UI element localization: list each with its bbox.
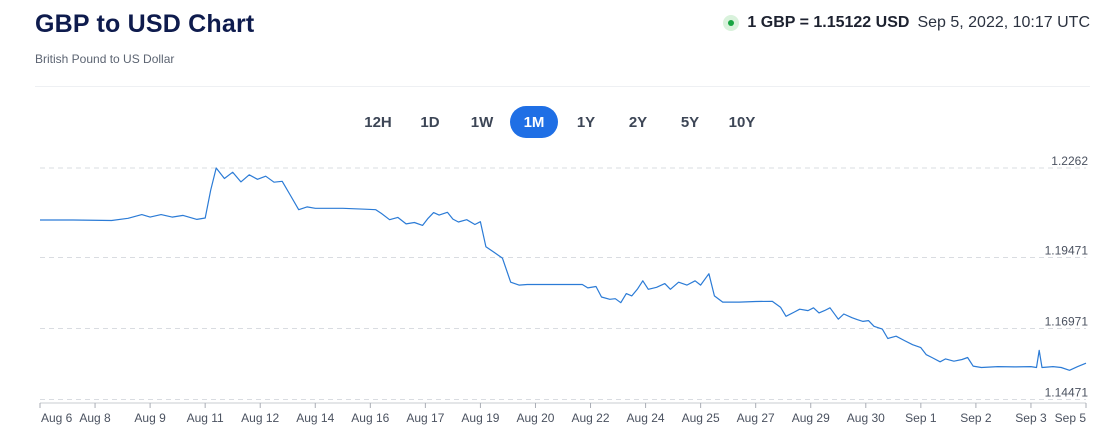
x-tick-label: Aug 24 [627,411,665,425]
x-tick-label: Aug 6 [41,411,73,425]
x-tick-label: Aug 20 [516,411,554,425]
x-tick-label: Sep 5 [1055,411,1087,425]
series-line[interactable] [40,167,1087,371]
live-status-icon [723,15,740,31]
y-tick-label: 1.19471 [1045,243,1089,257]
x-tick-label: Aug 12 [241,411,279,425]
y-tick-label: 1.2262 [1051,154,1088,168]
x-tick-label: Aug 11 [187,411,224,425]
page-title: GBP to USD Chart [35,10,255,38]
range-button-1w[interactable]: 1W [458,106,506,138]
rate-timestamp: Sep 5, 2022, 10:17 UTC [917,14,1090,31]
y-tick-label: 1.16971 [1045,315,1089,329]
range-button-2y[interactable]: 2Y [614,106,662,138]
current-rate: 1 GBP = 1.15122 USD [747,14,910,31]
time-range-selector: 12H 1D 1W 1M 1Y 2Y 5Y 10Y [0,106,1120,138]
range-button-1y[interactable]: 1Y [562,106,610,138]
x-tick-label: Aug 8 [79,411,111,425]
x-tick-label: Aug 19 [461,411,499,425]
range-button-5y[interactable]: 5Y [666,106,714,138]
x-tick-label: Aug 29 [792,411,830,425]
range-button-12h[interactable]: 12H [354,106,402,138]
x-tick-label: Sep 3 [1015,411,1047,425]
header-divider [35,86,1090,87]
live-rate: 1 GBP = 1.15122 USD Sep 5, 2022, 10:17 U… [723,14,1090,32]
range-button-1d[interactable]: 1D [406,106,454,138]
x-tick-label: Aug 22 [572,411,610,425]
page-subtitle: British Pound to US Dollar [35,52,175,66]
x-tick-label: Sep 1 [905,411,937,425]
x-tick-label: Aug 25 [682,411,720,425]
x-tick-label: Aug 16 [351,411,389,425]
y-tick-label: 1.14471 [1045,386,1089,400]
x-tick-label: Aug 9 [134,411,166,425]
x-tick-label: Aug 17 [406,411,444,425]
x-tick-label: Sep 2 [960,411,992,425]
x-tick-label: Aug 30 [847,411,885,425]
range-button-10y[interactable]: 10Y [718,106,766,138]
range-button-1m[interactable]: 1M [510,106,558,138]
x-tick-label: Aug 14 [296,411,334,425]
x-tick-label: Aug 27 [737,411,775,425]
